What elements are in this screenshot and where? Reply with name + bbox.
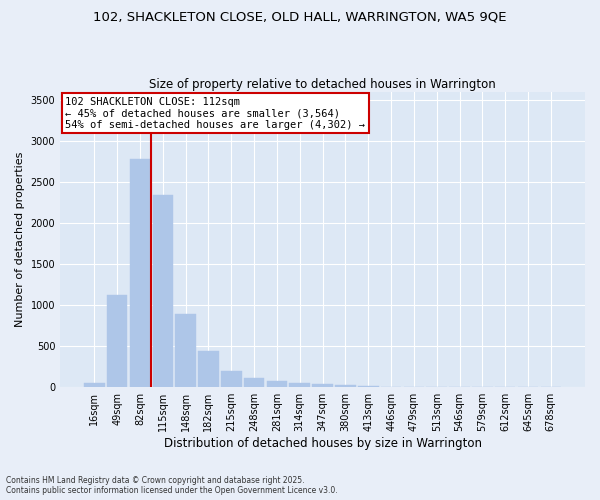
Title: Size of property relative to detached houses in Warrington: Size of property relative to detached ho… (149, 78, 496, 91)
Bar (130, 160, 150, 387)
Bar (335, 385, 356, 387)
Y-axis label: Number of detached properties: Number of detached properties (15, 152, 25, 328)
Bar (84, 383, 104, 387)
Bar (244, 378, 265, 387)
Bar (313, 384, 333, 387)
Bar (358, 386, 379, 387)
Bar (289, 382, 310, 387)
Bar (107, 296, 127, 387)
Bar (266, 381, 287, 387)
Text: 102 SHACKLETON CLOSE: 112sqm
← 45% of detached houses are smaller (3,564)
54% of: 102 SHACKLETON CLOSE: 112sqm ← 45% of de… (65, 96, 365, 130)
Text: Contains HM Land Registry data © Crown copyright and database right 2025.
Contai: Contains HM Land Registry data © Crown c… (6, 476, 338, 495)
Bar (221, 371, 242, 387)
X-axis label: Distribution of detached houses by size in Warrington: Distribution of detached houses by size … (164, 437, 482, 450)
Bar (175, 314, 196, 387)
Bar (152, 196, 173, 387)
Bar (381, 386, 401, 387)
Bar (198, 351, 219, 387)
Text: 102, SHACKLETON CLOSE, OLD HALL, WARRINGTON, WA5 9QE: 102, SHACKLETON CLOSE, OLD HALL, WARRING… (93, 10, 507, 23)
